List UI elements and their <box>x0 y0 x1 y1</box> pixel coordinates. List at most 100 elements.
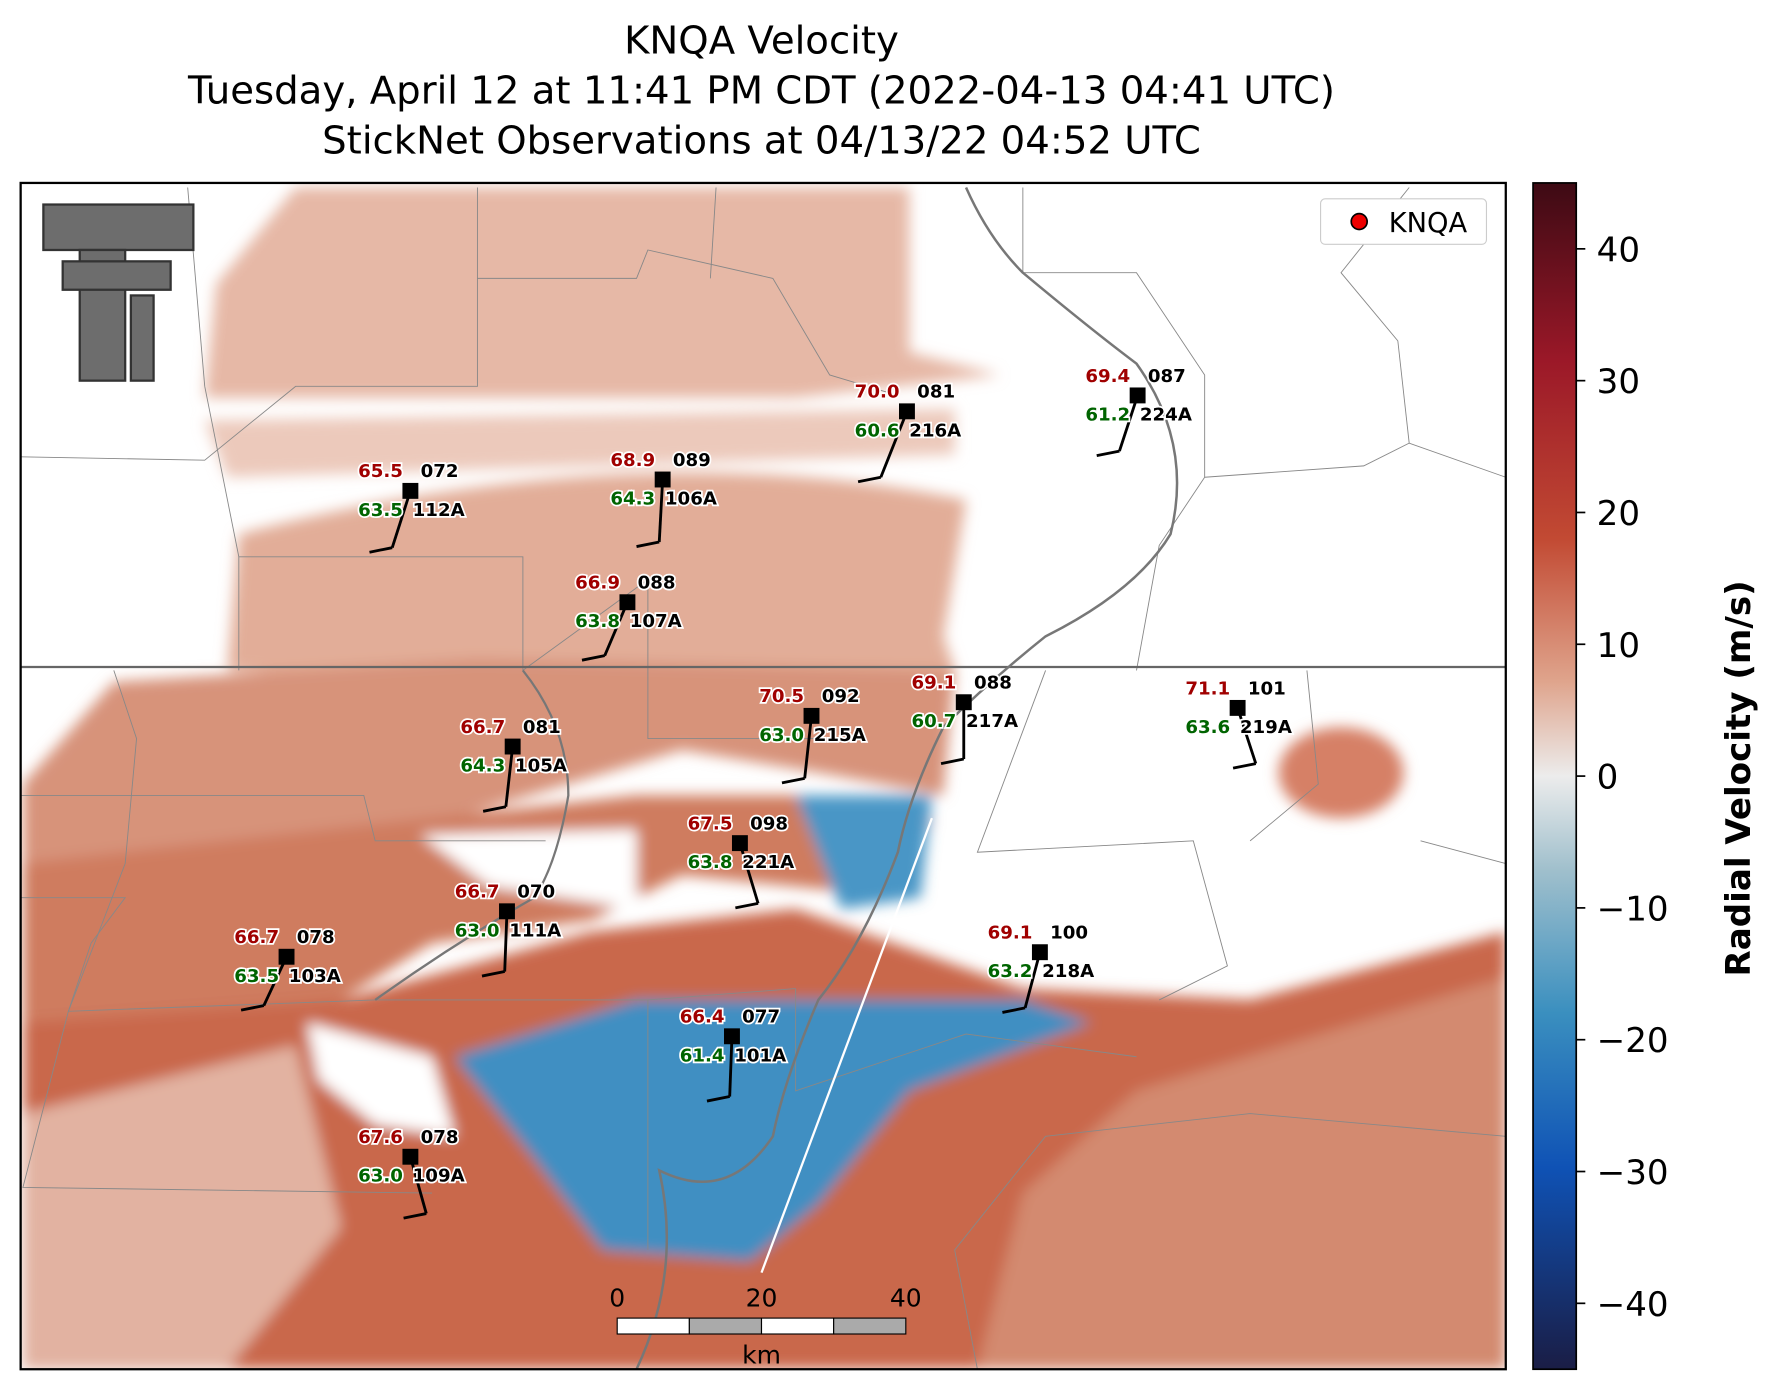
pressure: 089 <box>673 450 711 471</box>
scale-segment <box>688 1317 763 1335</box>
scale-segment <box>760 1317 835 1335</box>
temperature: 70.0 <box>855 382 900 403</box>
station-marker <box>499 903 515 920</box>
pressure: 081 <box>917 382 955 403</box>
state-border <box>374 669 570 1001</box>
river <box>635 186 1179 1370</box>
station-marker <box>955 694 972 711</box>
dewpoint: 61.4 <box>680 1045 725 1066</box>
colorbar-tick-label: 30 <box>1597 362 1640 402</box>
wind-barb <box>262 956 288 1007</box>
wind-barb-flag <box>706 1095 730 1103</box>
scale-tick-label: 20 <box>746 1284 778 1313</box>
colorbar-tick-label: −30 <box>1597 1153 1669 1193</box>
wind-barb-flag <box>781 776 805 785</box>
station-marker <box>654 471 671 488</box>
scale-tick-label: 40 <box>890 1284 922 1313</box>
wind-barb <box>1118 394 1139 452</box>
wind-barb-flag <box>403 1212 427 1220</box>
station-id: 101A <box>734 1045 786 1066</box>
dewpoint: 60.7 <box>911 711 956 732</box>
station: 70.5 092 63.0 215A <box>758 685 867 785</box>
map: 70.0 081 60.6 216A 69.4 087 61.2 224A 65.5 072 63.… <box>20 182 1506 1370</box>
station: 69.1 100 63.2 218A <box>986 921 1096 1014</box>
scale-bar: 0 20 40 km <box>609 1284 922 1369</box>
pressure: 077 <box>742 1007 780 1028</box>
station: 71.1 101 63.6 219A <box>1184 677 1294 770</box>
temperature: 70.5 <box>759 686 804 707</box>
dewpoint: 61.2 <box>1085 404 1130 425</box>
station-id: 215A <box>814 725 866 746</box>
wind-barb <box>657 479 665 543</box>
colorbar-ticks: −40 −30 −20 −10 0 10 20 30 40 <box>1576 230 1669 1325</box>
station-id: 103A <box>289 966 341 987</box>
dewpoint: 63.0 <box>759 725 804 746</box>
wind-barb-flag <box>240 1004 265 1012</box>
scale-tick-label: 0 <box>609 1284 625 1313</box>
wind-barb-flag <box>482 805 507 813</box>
station-id: 221A <box>742 852 794 873</box>
title-line: KNQA Velocity <box>624 18 899 63</box>
radial-artifact <box>760 817 934 1274</box>
temperature: 66.4 <box>680 1007 725 1028</box>
station: 66.7 081 64.3 105A <box>459 715 569 813</box>
station-id: 105A <box>515 756 567 777</box>
radar-velocity <box>22 187 1506 1370</box>
wind-barb <box>879 410 909 478</box>
pressure: 088 <box>974 673 1012 694</box>
station-marker <box>724 1028 740 1045</box>
wind-barb-flag <box>581 654 605 662</box>
colorbar-tick-label: 20 <box>1597 494 1640 534</box>
dewpoint: 63.0 <box>455 920 500 941</box>
station-id: 218A <box>1042 961 1094 982</box>
wind-barb <box>1236 707 1258 765</box>
wind-barb <box>390 490 412 549</box>
wind-barb <box>803 715 813 779</box>
title-line: Tuesday, April 12 at 11:41 PM CDT (2022-… <box>187 68 1335 113</box>
legend: KNQA <box>1319 198 1488 245</box>
pressure: 078 <box>421 1127 459 1148</box>
legend-label: KNQA <box>1389 208 1468 239</box>
dewpoint: 63.8 <box>575 611 620 632</box>
wind-barb <box>504 746 515 807</box>
colorbar-tick-label: −40 <box>1597 1285 1669 1325</box>
temperature: 67.6 <box>358 1127 403 1148</box>
station-id: 106A <box>665 489 717 510</box>
station-marker <box>402 1148 419 1165</box>
temperature: 67.5 <box>688 813 733 834</box>
colorbar-tick-label: 10 <box>1597 626 1640 666</box>
station: 66.7 078 63.5 103A <box>233 925 343 1012</box>
station-marker <box>803 707 820 724</box>
wind-barb-flag <box>369 546 393 554</box>
logo <box>42 203 195 382</box>
station-marker <box>1031 944 1048 961</box>
station-id: 111A <box>509 920 561 941</box>
station-id: 112A <box>413 500 465 521</box>
station: 66.9 088 63.8 107A <box>573 571 683 662</box>
scale-segment <box>616 1317 690 1335</box>
title-line: StickNet Observations at 04/13/22 04:52 … <box>322 118 1201 163</box>
station-marker <box>898 403 915 420</box>
station-marker <box>1129 387 1146 404</box>
wind-barb <box>409 1156 428 1214</box>
scale-segment <box>833 1317 907 1335</box>
station: 67.5 098 63.8 221A <box>686 812 796 910</box>
title: KNQA Velocity Tuesday, April 12 at 11:41… <box>187 18 1335 163</box>
wind-barb-flag <box>1002 1006 1026 1014</box>
colorbar-tick-label: 40 <box>1597 230 1640 270</box>
temperature: 69.4 <box>1085 366 1130 387</box>
wind-barb <box>603 601 629 657</box>
temperature: 66.7 <box>455 882 500 903</box>
wind-barb <box>728 1036 734 1097</box>
wind-barb-flag <box>481 970 505 978</box>
pressure: 101 <box>1248 678 1286 699</box>
station-marker <box>504 738 521 755</box>
station: 67.6 078 63.0 109A <box>356 1125 466 1220</box>
pressure: 092 <box>822 686 860 707</box>
dewpoint: 63.6 <box>1185 717 1230 738</box>
temperature: 71.1 <box>1185 678 1230 699</box>
pressure: 098 <box>750 813 788 834</box>
station: 66.4 077 61.4 101A <box>678 1005 788 1103</box>
